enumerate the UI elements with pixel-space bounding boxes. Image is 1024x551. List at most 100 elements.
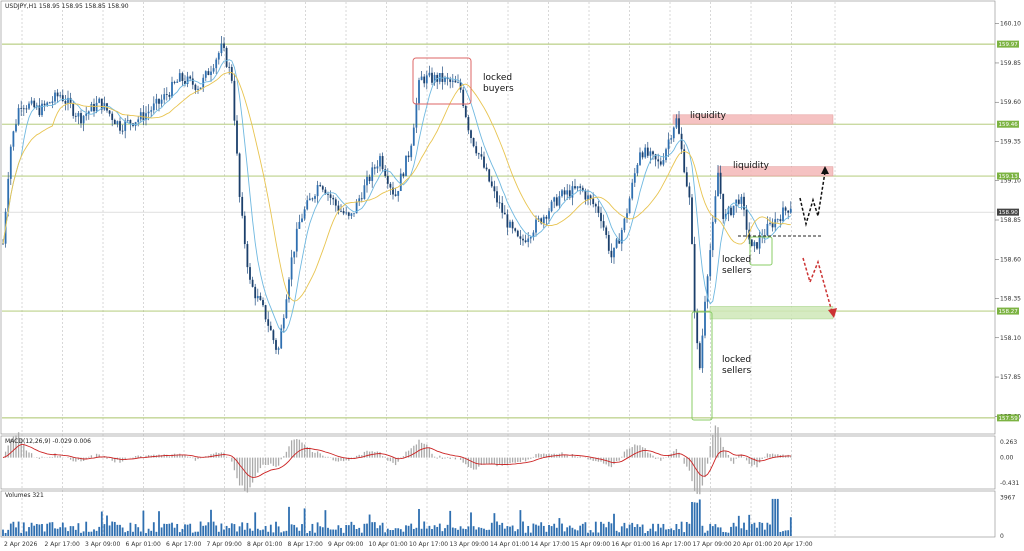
candle-body (737, 199, 740, 204)
candle-body (301, 218, 303, 222)
candle-body (644, 147, 647, 158)
macd-signal-line (2, 444, 791, 478)
candle-body (488, 169, 491, 182)
price-badge (997, 40, 1019, 48)
volume-bar (267, 531, 270, 536)
volume-bar (732, 522, 735, 536)
volume-bar (100, 511, 103, 536)
candle-body (509, 221, 511, 228)
volume-bar (363, 523, 366, 536)
candle-body (566, 190, 569, 195)
volume-bar (93, 529, 95, 536)
volume-bar (623, 522, 626, 536)
volume-bar (436, 526, 439, 536)
candle-body (298, 221, 301, 229)
volume-bar (626, 528, 628, 536)
volume-bar (238, 526, 241, 536)
candle-body (129, 119, 132, 124)
candle-body (360, 198, 363, 200)
candle-body (165, 94, 168, 95)
volume-bar (594, 521, 597, 536)
candle-body (215, 59, 218, 69)
volume-bar (397, 528, 400, 536)
price-badge-label: 159.13 (999, 174, 1019, 180)
annotation-text: liquidity (733, 161, 770, 171)
volume-bar (446, 524, 449, 536)
time-label: 7 Apr 09:00 (207, 541, 242, 548)
candle-body (189, 76, 192, 79)
time-label: 6 Apr 17:00 (166, 541, 201, 548)
macd-tick-label: 0.00 (1000, 455, 1014, 462)
candle-body (337, 205, 340, 211)
volume-bar (282, 531, 285, 536)
volume-bar (535, 524, 537, 536)
candle-body (389, 183, 392, 188)
candle-body (683, 149, 686, 173)
volume-bar (659, 527, 662, 536)
volume-bar (358, 527, 361, 536)
candle-body (95, 102, 98, 112)
candle-body (722, 193, 725, 220)
volume-bar (477, 527, 480, 536)
price-tick-label: 159.35 (1000, 138, 1021, 145)
volume-bar (558, 518, 561, 536)
volume-bar (415, 527, 418, 536)
candle-body (735, 199, 738, 206)
volume-bar (4, 532, 7, 536)
volume-bar (77, 523, 80, 536)
candle-body (280, 328, 283, 349)
candle-body (397, 190, 400, 196)
volume-bar (771, 498, 774, 536)
candle-body (108, 110, 111, 114)
volume-bar (171, 522, 173, 536)
volume-bar (691, 501, 693, 536)
volume-bar (259, 530, 262, 536)
volume-bar (480, 527, 483, 536)
volume-bar (740, 528, 743, 536)
candle-body (665, 149, 667, 161)
volume-bar (280, 532, 283, 536)
volume-bar (59, 527, 62, 536)
candle-body (41, 103, 43, 116)
volume-panel (0, 490, 996, 538)
volume-bar (472, 526, 475, 536)
candle-body (693, 244, 696, 312)
price-badge-label: 157.59 (999, 416, 1019, 422)
candle-body (212, 68, 215, 72)
candle-body (475, 146, 478, 154)
volume-bar (579, 525, 582, 536)
volume-bar (529, 532, 532, 536)
candle-body (69, 97, 72, 104)
bullish-arrow-icon (821, 166, 829, 174)
candle-body (327, 194, 329, 195)
volume-bar (696, 502, 699, 536)
candle-body (745, 209, 748, 230)
candle-body (503, 212, 506, 215)
macd-tick-label: 0.263 (1000, 439, 1017, 446)
volume-bar (285, 530, 288, 536)
candle-body (527, 238, 530, 243)
volume-bar (25, 531, 28, 536)
candle-body (743, 196, 745, 210)
volume-bar (43, 531, 46, 536)
candle-body (80, 113, 82, 124)
candle-body (332, 197, 335, 200)
candle-body (243, 215, 246, 245)
volume-bar (82, 531, 85, 536)
volume-bar (241, 522, 244, 536)
locked-sellers-box-lower (691, 311, 713, 421)
candle-body (485, 167, 488, 170)
volume-bar (454, 528, 457, 536)
candle-body (303, 209, 306, 219)
volume-bar (667, 529, 670, 536)
candle-body (584, 191, 587, 200)
volume-bar (493, 513, 496, 536)
candle-body (168, 94, 171, 97)
volume-bar (48, 522, 51, 536)
candle-body (563, 190, 566, 195)
locked-sellers-box-upper (749, 236, 773, 266)
candle-body (51, 101, 54, 104)
volume-bar (516, 529, 519, 536)
volume-bar (389, 530, 392, 536)
candle-body (178, 73, 181, 82)
